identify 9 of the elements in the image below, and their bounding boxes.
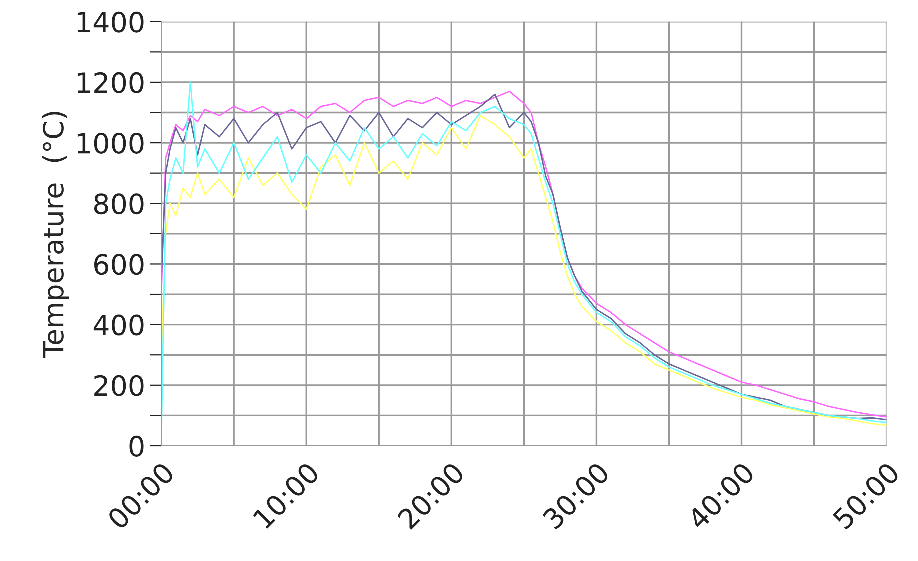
y-tick-label: 800 xyxy=(94,194,144,215)
y-tick-label: 600 xyxy=(94,254,144,276)
y-tick-label: 400 xyxy=(94,314,144,336)
y-tick-label: 200 xyxy=(94,375,144,396)
y-tick-label: 1200 xyxy=(78,72,144,94)
y-axis-title: Temperature (°C) xyxy=(42,112,70,358)
y-tick-label: 1400 xyxy=(78,12,144,33)
y-tick-label: 0 xyxy=(130,436,144,457)
y-tick-label: 1000 xyxy=(78,132,144,154)
